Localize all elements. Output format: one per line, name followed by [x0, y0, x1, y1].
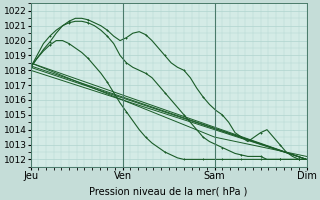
- X-axis label: Pression niveau de la mer( hPa ): Pression niveau de la mer( hPa ): [89, 187, 248, 197]
